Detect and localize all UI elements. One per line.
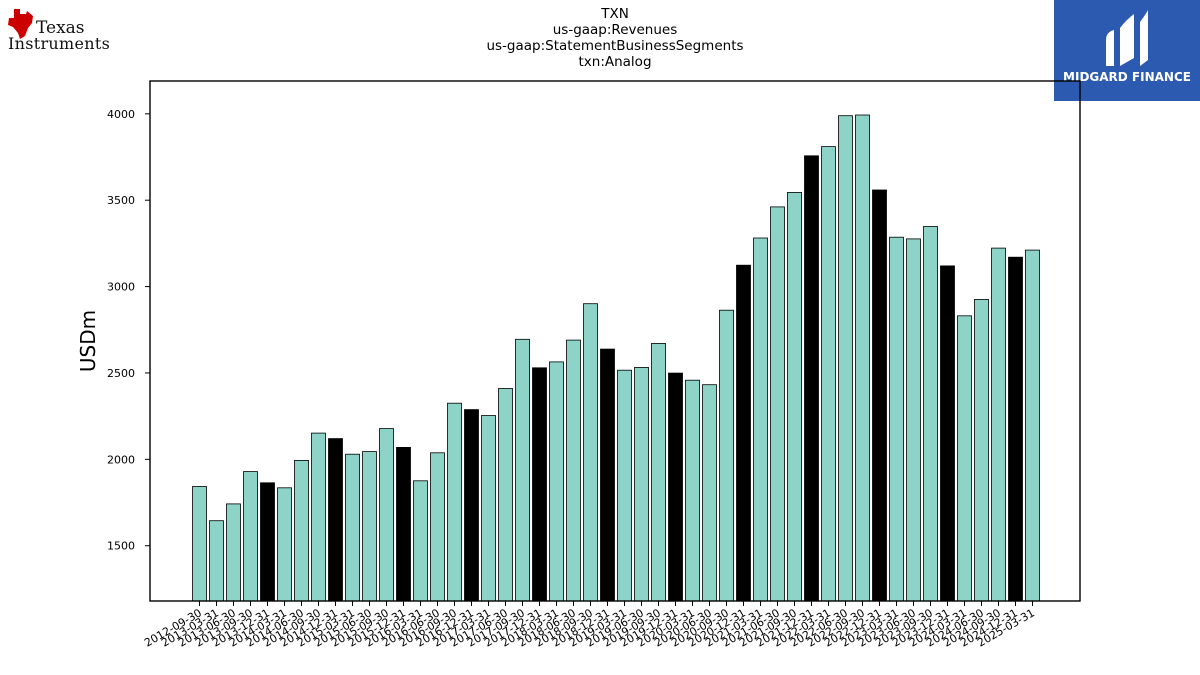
y-axis-label: USDm bbox=[76, 310, 100, 372]
bar bbox=[294, 459, 309, 602]
bar bbox=[991, 247, 1006, 602]
bar bbox=[736, 264, 751, 602]
bar bbox=[209, 520, 224, 602]
bar bbox=[532, 367, 547, 602]
y-tick-label: 3000 bbox=[107, 281, 135, 294]
watermark-label: MIDGARD FINANCE bbox=[1063, 70, 1191, 84]
bar bbox=[1025, 249, 1040, 602]
bar bbox=[498, 388, 513, 602]
bar bbox=[651, 342, 666, 602]
bar bbox=[277, 487, 292, 602]
bar bbox=[634, 366, 649, 602]
bar bbox=[430, 452, 445, 602]
bar bbox=[600, 348, 615, 602]
bar bbox=[770, 206, 785, 602]
bars-group bbox=[192, 114, 1040, 602]
bar bbox=[617, 369, 632, 602]
y-tick-label: 4000 bbox=[107, 108, 135, 121]
bar bbox=[566, 339, 581, 602]
y-tick-label: 2500 bbox=[107, 367, 135, 380]
bar bbox=[753, 237, 768, 602]
bar bbox=[396, 446, 411, 602]
bar bbox=[974, 298, 989, 602]
bar bbox=[328, 438, 343, 602]
bar bbox=[685, 379, 700, 602]
plot-frame bbox=[149, 80, 1081, 602]
y-tick-label: 1500 bbox=[107, 540, 135, 553]
bar bbox=[1008, 256, 1023, 602]
title-member: txn:Analog bbox=[578, 54, 652, 70]
title-ticker: TXN bbox=[601, 6, 629, 22]
bar bbox=[889, 236, 904, 602]
texas-instruments-logo: Texas Instruments bbox=[8, 9, 110, 52]
bar bbox=[464, 409, 479, 602]
bar bbox=[787, 191, 802, 602]
y-tick-label: 3500 bbox=[107, 194, 135, 207]
bar bbox=[583, 303, 598, 602]
bar bbox=[226, 503, 241, 602]
bar bbox=[413, 480, 428, 602]
bar bbox=[804, 155, 819, 602]
bar bbox=[940, 265, 955, 602]
bar bbox=[702, 384, 717, 602]
bar bbox=[311, 432, 326, 602]
bar bbox=[923, 226, 938, 602]
bar bbox=[515, 338, 530, 602]
bar bbox=[260, 482, 275, 602]
bar bbox=[668, 372, 683, 602]
bar bbox=[362, 451, 377, 602]
midgard-emblem-icon bbox=[1106, 10, 1148, 66]
bar bbox=[345, 453, 360, 602]
y-tick-label: 2000 bbox=[107, 453, 135, 466]
ti-state-icon bbox=[8, 9, 33, 39]
title-concept: us-gaap:Revenues bbox=[552, 22, 678, 38]
bar bbox=[549, 361, 564, 602]
bar bbox=[481, 415, 496, 602]
bar bbox=[855, 114, 870, 602]
bar bbox=[821, 146, 836, 602]
title-axis: us-gaap:StatementBusinessSegments bbox=[486, 38, 744, 54]
bar bbox=[957, 315, 972, 602]
x-axis: 2012-09-302013-03-312013-06-302013-09-30… bbox=[142, 601, 1037, 650]
bar bbox=[872, 189, 887, 602]
bar bbox=[192, 486, 207, 602]
bar bbox=[243, 471, 258, 602]
bar bbox=[719, 309, 734, 602]
ti-logo-line2: Instruments bbox=[8, 34, 110, 52]
bar bbox=[379, 428, 394, 602]
ti-logo-line1: Texas bbox=[36, 18, 85, 38]
bar bbox=[447, 402, 462, 602]
midgard-finance-logo: MIDGARD FINANCE bbox=[1054, 0, 1200, 101]
chart-title-block: TXN us-gaap:Revenues us-gaap:StatementBu… bbox=[415, 6, 815, 70]
bar bbox=[906, 238, 921, 602]
y-axis: 1500 2000 2500 3000 3500 4000 bbox=[107, 108, 150, 553]
bar bbox=[838, 115, 853, 602]
